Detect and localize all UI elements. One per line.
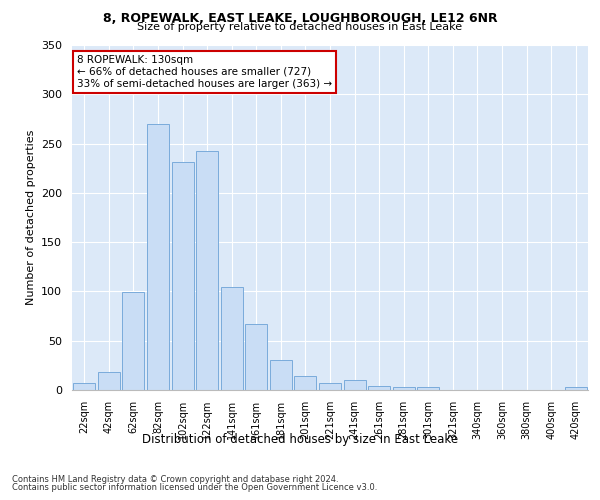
Text: Contains HM Land Registry data © Crown copyright and database right 2024.: Contains HM Land Registry data © Crown c… [12, 475, 338, 484]
Bar [221, 286, 243, 390]
Text: 8, ROPEWALK, EAST LEAKE, LOUGHBOROUGH, LE12 6NR: 8, ROPEWALK, EAST LEAKE, LOUGHBOROUGH, L… [103, 12, 497, 26]
Bar [73, 383, 95, 390]
Bar [172, 162, 194, 390]
Bar [295, 376, 316, 390]
Bar [196, 152, 218, 390]
Bar [270, 360, 292, 390]
Text: Contains public sector information licensed under the Open Government Licence v3: Contains public sector information licen… [12, 482, 377, 492]
Bar [98, 372, 120, 390]
Bar [147, 124, 169, 390]
Bar [368, 386, 390, 390]
Bar [319, 383, 341, 390]
Bar [122, 292, 145, 390]
Bar [392, 387, 415, 390]
Bar [417, 387, 439, 390]
Text: 8 ROPEWALK: 130sqm
← 66% of detached houses are smaller (727)
33% of semi-detach: 8 ROPEWALK: 130sqm ← 66% of detached hou… [77, 56, 332, 88]
Bar [245, 324, 268, 390]
Y-axis label: Number of detached properties: Number of detached properties [26, 130, 35, 305]
Bar [565, 387, 587, 390]
Text: Size of property relative to detached houses in East Leake: Size of property relative to detached ho… [137, 22, 463, 32]
Text: Distribution of detached houses by size in East Leake: Distribution of detached houses by size … [142, 432, 458, 446]
Bar [344, 380, 365, 390]
